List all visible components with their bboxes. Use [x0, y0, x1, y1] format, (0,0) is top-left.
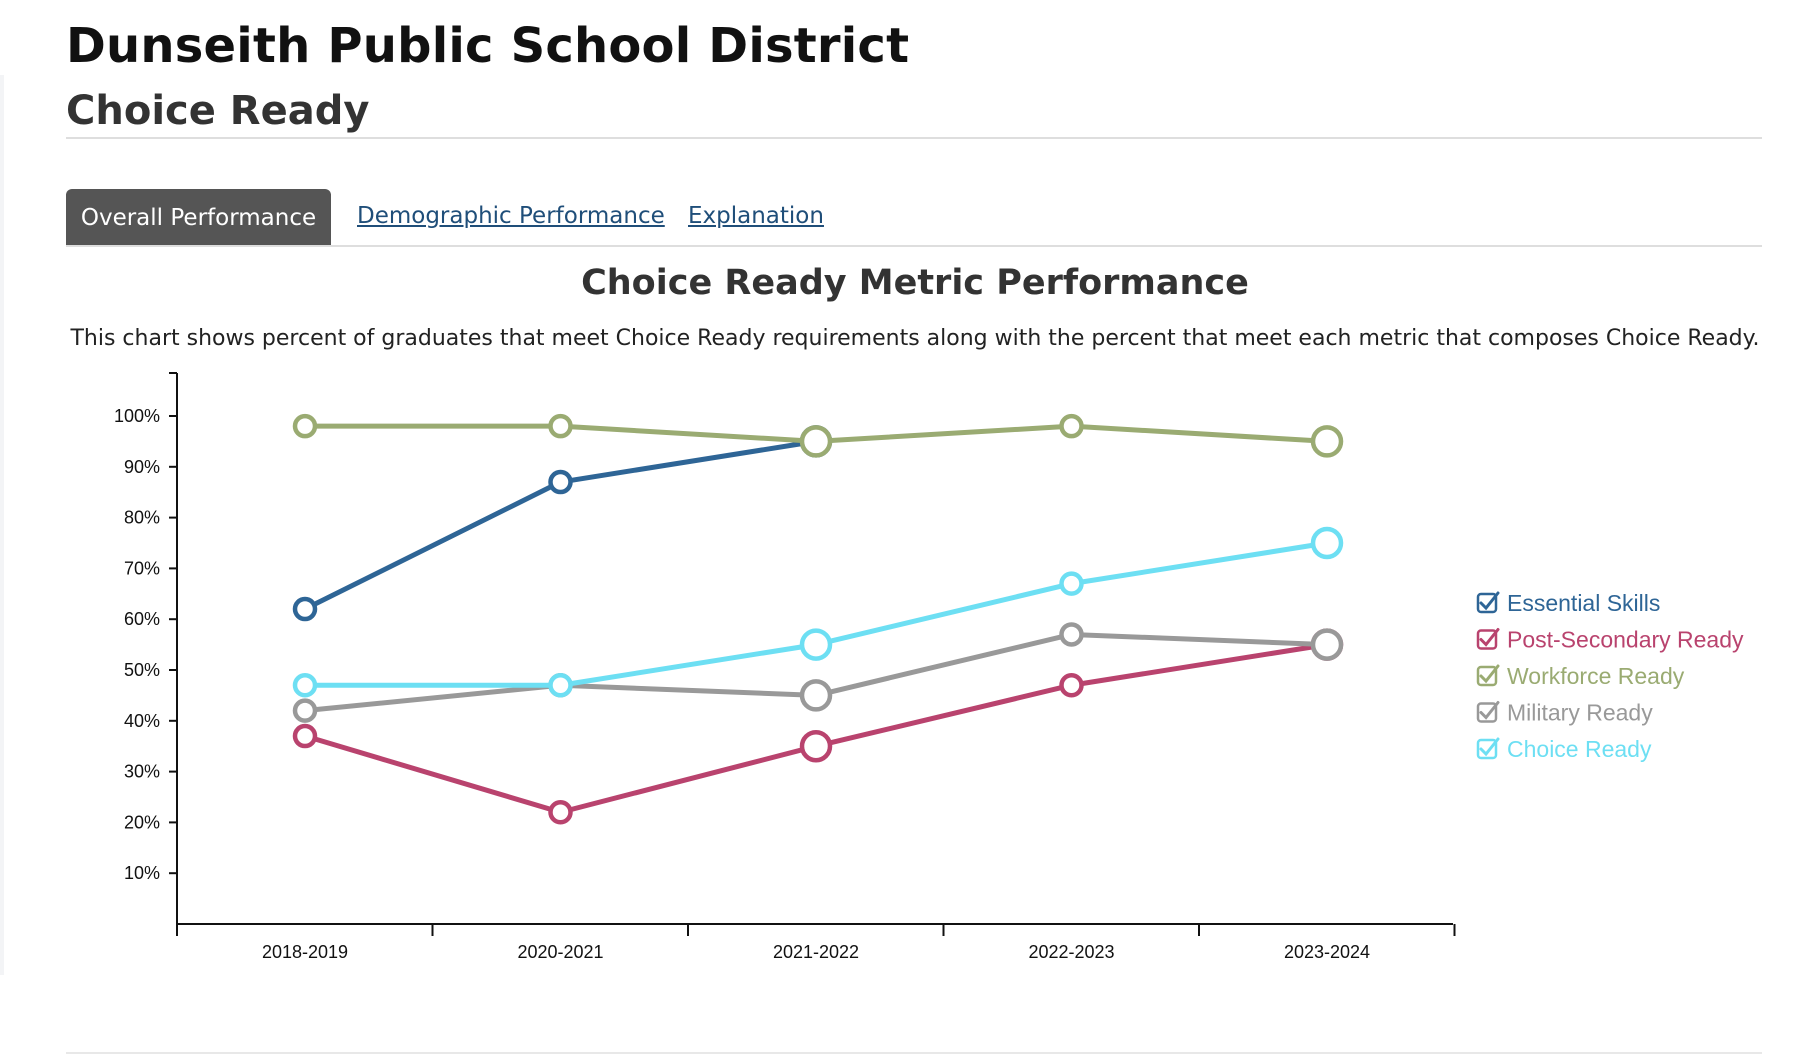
x-tick-label: 2020-2021: [517, 942, 603, 962]
data-point: [1310, 526, 1344, 560]
data-point: [799, 425, 833, 458]
data-point: [1059, 622, 1084, 647]
check-icon: [1479, 591, 1500, 611]
tab-bar-divider: [66, 245, 1762, 247]
section-title: Choice Ready: [66, 88, 370, 134]
data-point: [1059, 571, 1084, 596]
district-title: Dunseith Public School District: [66, 18, 910, 74]
tab-explanation[interactable]: Explanation: [688, 203, 824, 229]
chart-title: Choice Ready Metric Performance: [581, 263, 1249, 303]
legend-label[interactable]: Workforce Ready: [1507, 663, 1685, 689]
legend-checkbox: [1476, 738, 1498, 760]
y-tick-label: 40%: [124, 711, 160, 731]
legend-label[interactable]: Essential Skills: [1507, 590, 1660, 616]
data-point: [292, 596, 318, 622]
y-tick-label: 90%: [124, 457, 160, 477]
legend-label[interactable]: Post-Secondary Ready: [1507, 627, 1744, 653]
y-tick-label: 100%: [114, 406, 160, 426]
y-tick-label: 60%: [124, 609, 160, 629]
series-line: [303, 438, 817, 612]
check-icon: [1479, 664, 1500, 684]
y-tick-label: 20%: [124, 812, 160, 832]
data-point: [548, 799, 573, 825]
legend-checkbox: [1476, 629, 1498, 650]
legend-label[interactable]: Choice Ready: [1507, 736, 1652, 762]
check-icon: [1479, 701, 1500, 720]
chart-description: This chart shows percent of graduates th…: [70, 326, 1760, 351]
data-point: [548, 413, 573, 439]
data-point: [548, 672, 573, 698]
y-tick-label: 80%: [124, 508, 160, 528]
series-line: [304, 642, 1328, 815]
data-point: [292, 723, 318, 749]
data-point: [548, 469, 573, 495]
tab-demographic-performance[interactable]: Demographic Performance: [357, 203, 665, 229]
y-tick-label: 30%: [124, 762, 160, 782]
x-tick-label: 2021-2022: [773, 942, 859, 962]
tab-bar: Overall Performance Demographic Performa…: [66, 189, 1762, 247]
left-edge-strip: [0, 75, 4, 975]
y-tick-label: 70%: [124, 558, 160, 578]
legend-checkbox: [1476, 592, 1498, 614]
footer-divider: [66, 1052, 1762, 1054]
y-tick-label: 10%: [124, 863, 160, 883]
data-point: [292, 698, 318, 723]
data-point: [292, 413, 318, 439]
data-point: [292, 672, 318, 698]
check-icon: [1479, 628, 1500, 647]
series-line: [305, 540, 1328, 688]
y-tick-label: 50%: [124, 660, 160, 680]
legend-label[interactable]: Military Ready: [1507, 700, 1653, 726]
legend-checkbox: [1476, 665, 1498, 687]
x-tick-label: 2023-2024: [1284, 942, 1370, 962]
data-point: [799, 628, 833, 661]
data-point: [1059, 672, 1084, 698]
header-divider: [66, 137, 1762, 139]
data-point: [799, 729, 833, 763]
tab-overall-performance[interactable]: Overall Performance: [66, 189, 331, 246]
data-point: [1310, 628, 1344, 661]
x-tick-label: 2022-2023: [1028, 942, 1114, 962]
data-point: [799, 679, 833, 712]
data-point: [1310, 425, 1344, 458]
legend-checkbox: [1476, 702, 1498, 723]
data-point: [1059, 413, 1084, 439]
check-icon: [1479, 737, 1500, 757]
x-tick-label: 2018-2019: [262, 942, 348, 962]
